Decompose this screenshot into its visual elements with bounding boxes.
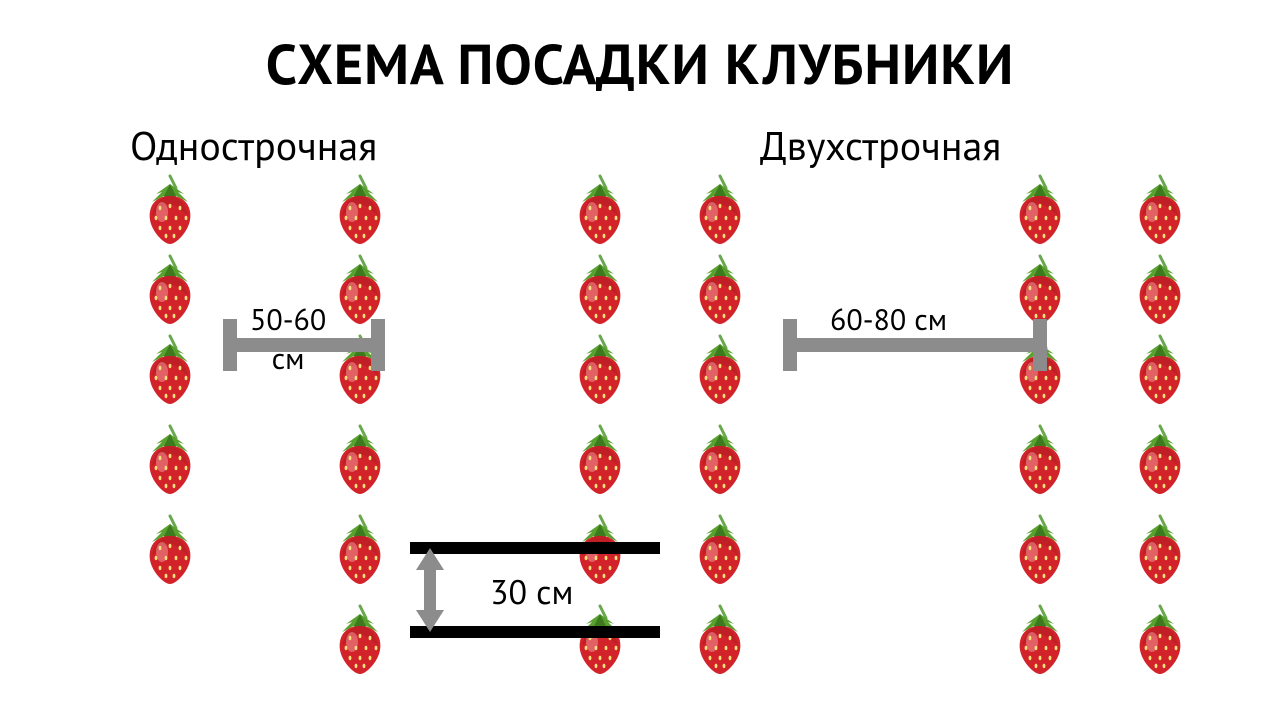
strawberry-icon [1012, 514, 1068, 586]
strawberry-icon [1012, 254, 1068, 326]
strawberry-icon [332, 514, 388, 586]
dimension-double-label: 60-80 см [830, 300, 947, 339]
subtitle-single: Однострочная [130, 120, 377, 172]
strawberry-icon [692, 334, 748, 406]
strawberry-icon [332, 254, 388, 326]
strawberry-icon [1132, 604, 1188, 676]
strawberry-icon [1012, 174, 1068, 246]
dimension-tick [223, 319, 237, 371]
dimension-tick [371, 319, 385, 371]
strawberry-icon [1132, 254, 1188, 326]
strawberry-icon [1012, 604, 1068, 676]
dimension-bar [790, 338, 1040, 352]
strawberry-icon [142, 424, 198, 496]
strawberry-icon [692, 424, 748, 496]
strawberry-icon [1132, 514, 1188, 586]
dimension-bar [230, 338, 378, 352]
dimension-tick [783, 319, 797, 371]
strawberry-icon [332, 604, 388, 676]
strawberry-icon [572, 424, 628, 496]
subtitle-double: Двухстрочная [760, 120, 1001, 172]
strawberry-icon [572, 334, 628, 406]
strawberry-icon [332, 424, 388, 496]
strawberry-icon [692, 514, 748, 586]
strawberry-icon [142, 514, 198, 586]
strawberry-icon [142, 334, 198, 406]
strawberry-icon [692, 604, 748, 676]
strawberry-icon [572, 254, 628, 326]
page-title: СХЕМА ПОСАДКИ КЛУБНИКИ [0, 28, 1280, 100]
strawberry-icon [332, 174, 388, 246]
strawberry-icon [142, 254, 198, 326]
strawberry-icon [572, 174, 628, 246]
row-spacing-arrow [412, 548, 448, 632]
strawberry-icon [572, 604, 628, 676]
dimension-tick [1033, 319, 1047, 371]
strawberry-icon [142, 174, 198, 246]
strawberry-icon [1132, 334, 1188, 406]
row-spacing-label: 30 см [490, 570, 573, 614]
strawberry-icon [1132, 424, 1188, 496]
strawberry-icon [692, 254, 748, 326]
strawberry-icon [692, 174, 748, 246]
strawberry-icon [1132, 174, 1188, 246]
strawberry-icon [1012, 424, 1068, 496]
